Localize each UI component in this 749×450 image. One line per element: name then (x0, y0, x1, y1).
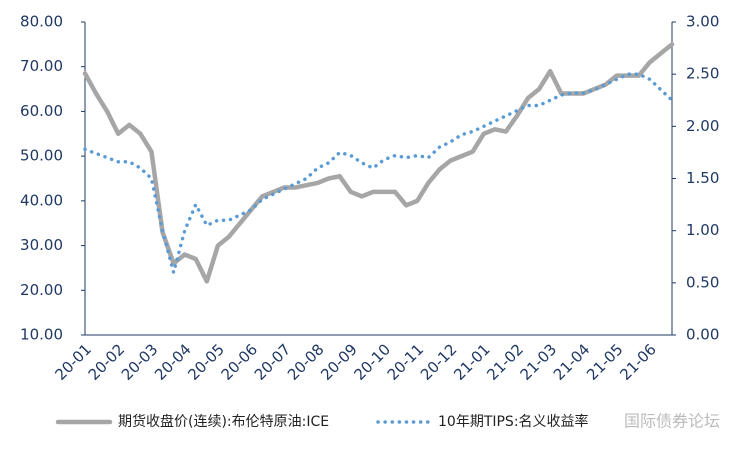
x-tick-label: 20-12 (417, 340, 461, 384)
y-tick-label: 30.00 (20, 236, 63, 254)
y2-tick-label: 2.50 (686, 65, 719, 83)
y2-tick-label: 2.00 (686, 117, 719, 135)
watermark: 国际债券论坛 (624, 412, 720, 431)
y-tick-label: 20.00 (20, 281, 63, 299)
y-tick-label: 80.00 (20, 13, 63, 31)
y2-tick-label: 0.00 (686, 326, 719, 344)
series-line (82, 42, 675, 284)
y2-tick-label: 3.00 (686, 13, 719, 31)
x-tick-label: 20-11 (384, 340, 428, 384)
x-tick-label: 20-07 (251, 340, 295, 384)
y2-tick-label: 1.00 (686, 221, 719, 239)
x-tick-label: 21-01 (450, 340, 494, 384)
y-tick-label: 70.00 (20, 57, 63, 75)
x-tick-label: 21-06 (616, 340, 660, 384)
x-tick-label: 21-05 (583, 340, 627, 384)
y2-tick-label: 1.50 (686, 169, 719, 187)
y-tick-label: 60.00 (20, 102, 63, 120)
legend-label: 10年期TIPS:名义收益率 (438, 413, 589, 430)
x-tick-label: 20-10 (350, 340, 394, 384)
y-tick-label: 50.00 (20, 147, 63, 165)
series-line (83, 72, 674, 275)
y2-tick-label: 0.50 (686, 273, 719, 291)
x-tick-label: 20-03 (118, 340, 162, 384)
x-tick-label: 21-03 (517, 340, 561, 384)
y-tick-label: 10.00 (20, 326, 63, 344)
x-tick-label: 20-09 (317, 340, 361, 384)
x-tick-label: 21-02 (483, 340, 527, 384)
y-tick-label: 40.00 (20, 191, 63, 209)
x-tick-label: 20-06 (218, 340, 262, 384)
legend-label: 期货收盘价(连续):布伦特原油:ICE (118, 413, 329, 430)
x-tick-label: 20-01 (51, 340, 95, 384)
x-tick-label: 21-04 (550, 340, 594, 384)
x-tick-label: 20-08 (284, 340, 328, 384)
x-tick-label: 20-05 (184, 340, 228, 384)
x-tick-label: 20-02 (85, 340, 129, 384)
x-tick-label: 20-04 (151, 340, 195, 384)
